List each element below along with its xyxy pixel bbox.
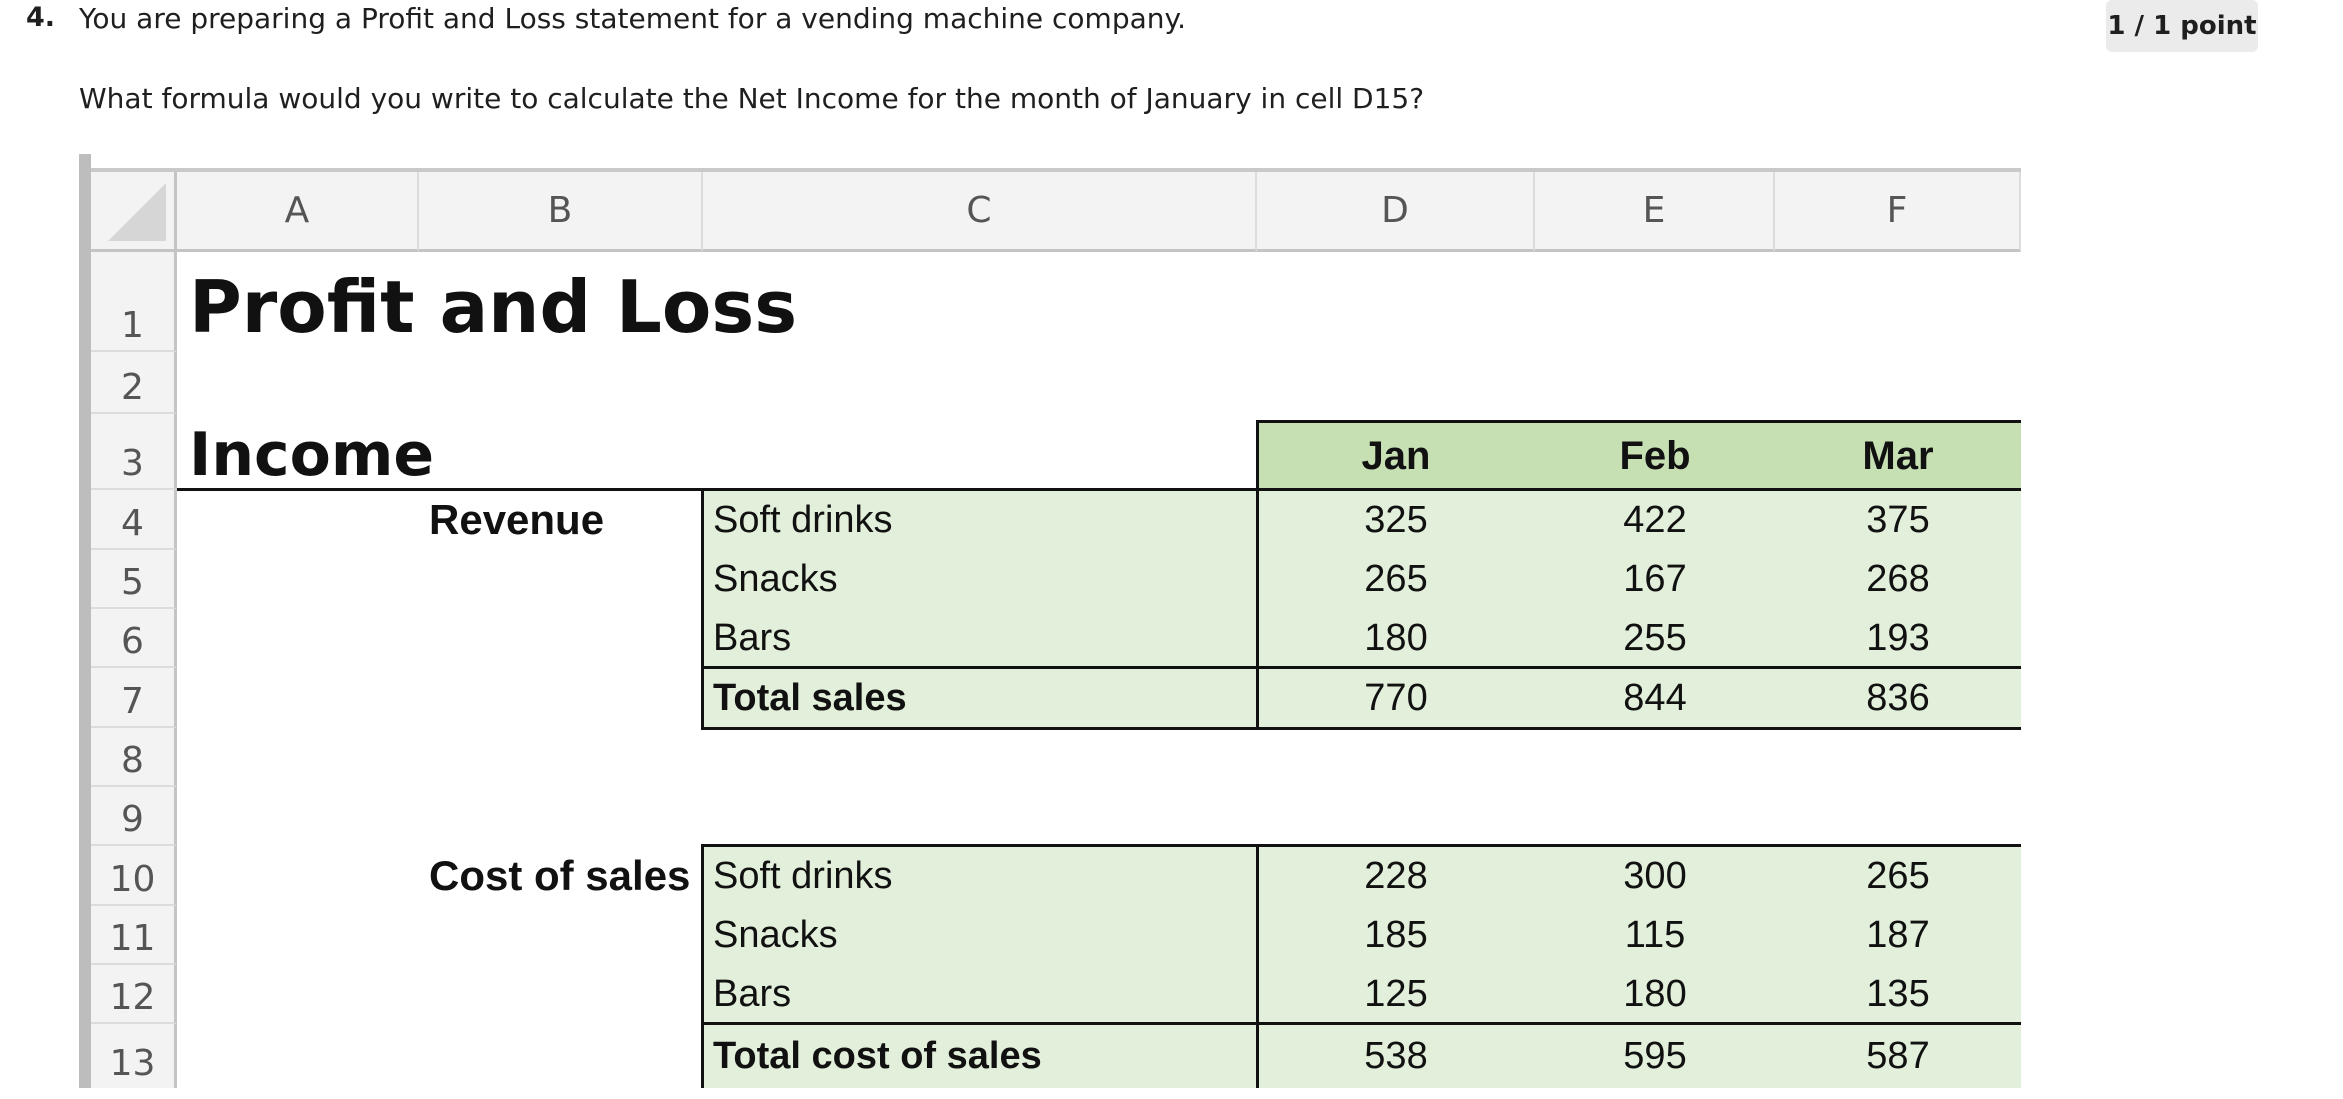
row-header-12: 12 [91, 965, 177, 1024]
cost-item-name: Snacks [713, 914, 838, 956]
select-all-corner [91, 172, 177, 252]
row-header-4: 4 [91, 490, 177, 550]
revenue-label: Revenue [429, 496, 605, 543]
total-sales-value: 770 [1364, 676, 1428, 719]
cost-value: 185 [1364, 914, 1428, 956]
row-header-3: 3 [91, 414, 177, 490]
month-header-left-border [1256, 420, 1259, 490]
column-header-a: A [177, 172, 419, 252]
revenue-item-name: Soft drinks [713, 498, 893, 541]
revenue-value: 180 [1364, 617, 1428, 659]
row-header-10: 10 [91, 846, 177, 906]
revenue-fill [703, 490, 2021, 728]
cost-value: 180 [1623, 973, 1687, 1015]
spreadsheet-image: A B C D E F 1 2 3 4 5 6 7 8 9 10 11 12 1… [79, 154, 2021, 1088]
month-header-top-border [1257, 420, 2021, 423]
total-cost-top-border [701, 1022, 2021, 1025]
revenue-value: 265 [1364, 558, 1428, 600]
row-header-1: 1 [91, 252, 177, 352]
cost-value: 300 [1623, 854, 1687, 897]
question-number: 4. [26, 2, 56, 33]
score-badge: 1 / 1 point [2106, 0, 2258, 52]
revenue-value: 325 [1364, 498, 1428, 541]
row-header-5: 5 [91, 550, 177, 609]
month-feb: Feb [1619, 433, 1691, 478]
row-header-9: 9 [91, 787, 177, 846]
total-cost-label: Total cost of sales [713, 1034, 1042, 1077]
total-sales-value: 844 [1623, 676, 1687, 719]
row-header-13: 13 [91, 1024, 177, 1088]
revenue-item-name: Bars [713, 617, 792, 659]
cost-top-border [701, 844, 2021, 847]
total-sales-value: 836 [1866, 676, 1930, 719]
cost-item-name: Soft drinks [713, 854, 893, 897]
month-header-band [1257, 422, 2021, 490]
revenue-value: 375 [1866, 498, 1930, 541]
question-subtext: What formula would you write to calculat… [79, 82, 1425, 115]
cost-left-border [701, 844, 704, 1088]
cost-value: 187 [1866, 914, 1930, 956]
section-income: Income [189, 420, 435, 490]
row-header-8: 8 [91, 728, 177, 787]
column-header-d: D [1257, 172, 1535, 252]
row-header-6: 6 [91, 609, 177, 668]
cost-value: 125 [1364, 973, 1428, 1015]
row-header-2: 2 [91, 352, 177, 414]
revenue-value: 255 [1623, 617, 1687, 659]
cost-value: 135 [1866, 973, 1930, 1015]
revenue-item-name: Snacks [713, 558, 838, 600]
revenue-divider [1256, 488, 1259, 729]
total-cost-value: 587 [1866, 1034, 1930, 1077]
month-mar: Mar [1862, 433, 1934, 478]
total-sales-label: Total sales [713, 676, 907, 719]
cost-of-sales-label: Cost of sales [429, 852, 691, 899]
cost-fill [703, 846, 2021, 1088]
total-sales-bottom-border [701, 727, 2021, 730]
sheet-title: Profit and Loss [189, 265, 798, 349]
revenue-left-border [701, 488, 704, 729]
revenue-value: 167 [1623, 558, 1687, 600]
column-header-c: C [703, 172, 1257, 252]
question-text: You are preparing a Profit and Loss stat… [79, 2, 1186, 35]
revenue-value: 193 [1866, 617, 1930, 659]
total-sales-top-border [701, 666, 2021, 669]
cost-value: 228 [1364, 854, 1428, 897]
column-header-b: B [419, 172, 703, 252]
income-underline [177, 488, 2021, 491]
revenue-value: 268 [1866, 558, 1930, 600]
revenue-value: 422 [1623, 498, 1687, 541]
column-header-e: E [1535, 172, 1775, 252]
cost-item-name: Bars [713, 973, 792, 1015]
row-header-11: 11 [91, 906, 177, 965]
cost-value: 115 [1624, 914, 1686, 956]
sheet-left-bar [79, 154, 91, 1088]
sheet-top-strip [79, 154, 2021, 172]
cost-divider [1256, 844, 1259, 1088]
cost-value: 265 [1866, 854, 1930, 897]
total-cost-value: 538 [1364, 1034, 1428, 1077]
column-header-f: F [1775, 172, 2021, 252]
row-header-7: 7 [91, 668, 177, 728]
month-jan: Jan [1361, 433, 1431, 478]
total-cost-value: 595 [1623, 1034, 1687, 1077]
